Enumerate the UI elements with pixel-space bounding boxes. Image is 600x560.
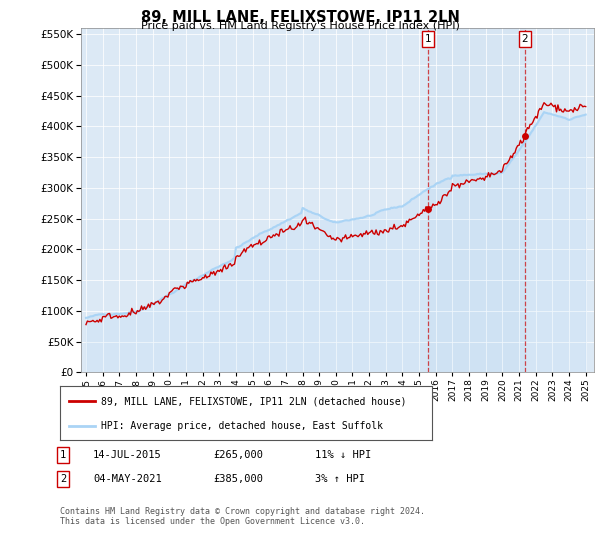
Text: Contains HM Land Registry data © Crown copyright and database right 2024.
This d: Contains HM Land Registry data © Crown c… [60, 507, 425, 526]
Text: Price paid vs. HM Land Registry's House Price Index (HPI): Price paid vs. HM Land Registry's House … [140, 21, 460, 31]
Text: 14-JUL-2015: 14-JUL-2015 [93, 450, 162, 460]
Text: 1: 1 [60, 450, 66, 460]
Text: 89, MILL LANE, FELIXSTOWE, IP11 2LN: 89, MILL LANE, FELIXSTOWE, IP11 2LN [140, 10, 460, 25]
Text: £265,000: £265,000 [213, 450, 263, 460]
Text: 2: 2 [60, 474, 66, 484]
Text: 1: 1 [425, 34, 431, 44]
Text: 3% ↑ HPI: 3% ↑ HPI [315, 474, 365, 484]
Text: £385,000: £385,000 [213, 474, 263, 484]
Text: 89, MILL LANE, FELIXSTOWE, IP11 2LN (detached house): 89, MILL LANE, FELIXSTOWE, IP11 2LN (det… [101, 396, 406, 407]
Text: 04-MAY-2021: 04-MAY-2021 [93, 474, 162, 484]
Text: 11% ↓ HPI: 11% ↓ HPI [315, 450, 371, 460]
Text: HPI: Average price, detached house, East Suffolk: HPI: Average price, detached house, East… [101, 421, 383, 431]
Text: 2: 2 [521, 34, 528, 44]
Bar [428, 28, 525, 372]
